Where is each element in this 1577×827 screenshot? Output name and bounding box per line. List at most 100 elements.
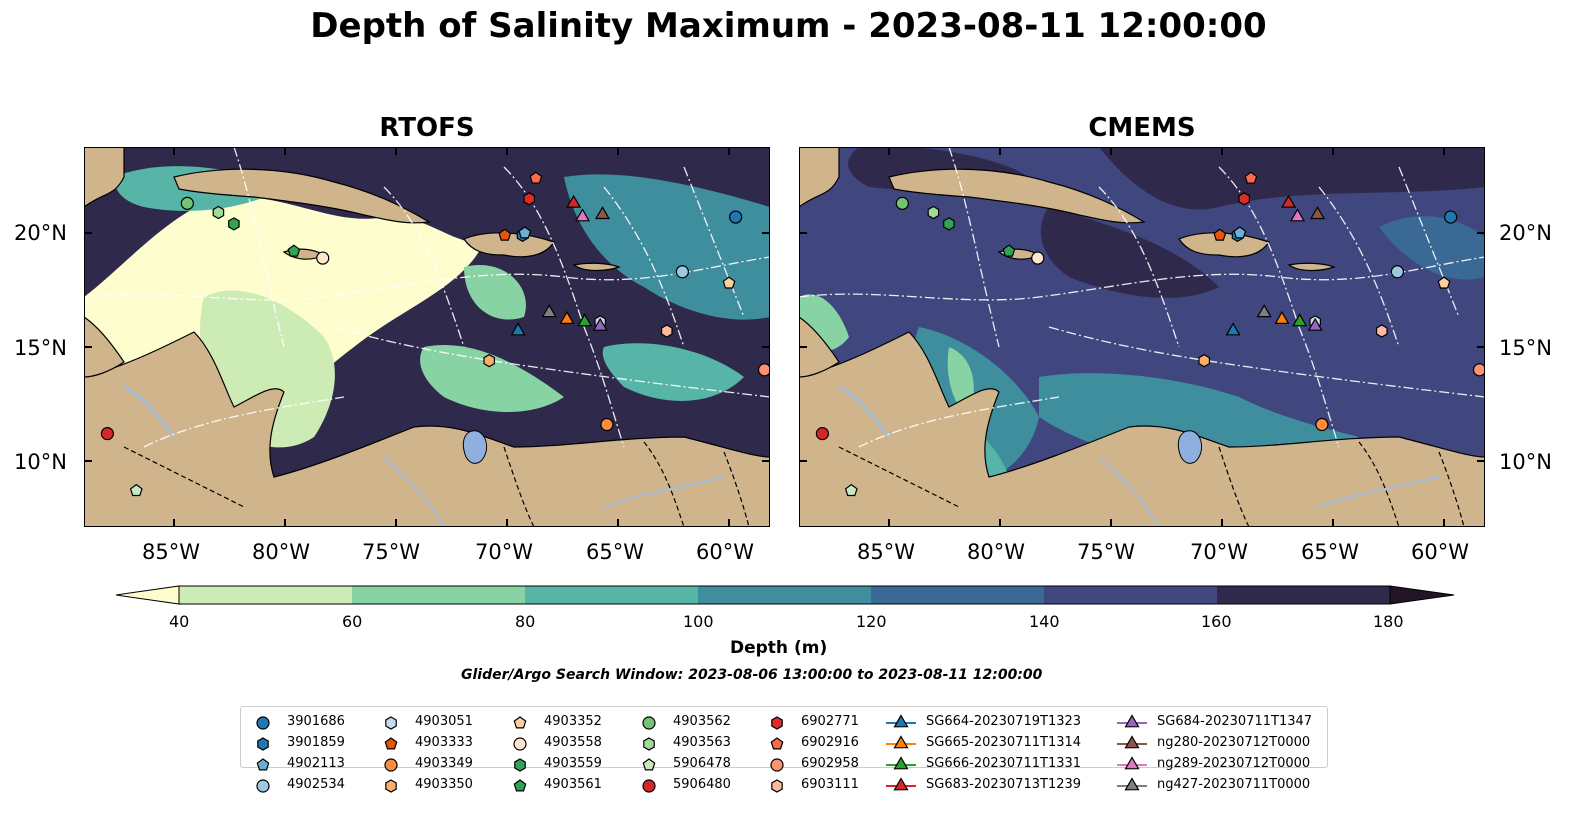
map-marker-4902113 bbox=[518, 226, 532, 239]
figure-title: Depth of Salinity Maximum - 2023-08-11 1… bbox=[310, 6, 1267, 46]
colorbar-segment bbox=[871, 586, 1044, 604]
legend-marker bbox=[384, 737, 398, 750]
legend-label: 6902771 bbox=[801, 714, 859, 729]
legend-marker bbox=[643, 737, 655, 751]
colorbar-segment bbox=[179, 586, 352, 604]
legend-label: 5906480 bbox=[673, 777, 731, 792]
colorbar-tick-label: 80 bbox=[515, 612, 536, 631]
map-marker-4903559 bbox=[228, 217, 240, 231]
map-marker-4903562 bbox=[180, 196, 194, 210]
map-marker-6902958 bbox=[757, 363, 770, 377]
legend-label: 6902916 bbox=[801, 735, 859, 750]
country-border bbox=[123, 441, 750, 527]
lon-tick-label: 80°W bbox=[967, 540, 1025, 564]
map-marker-6902771 bbox=[1238, 192, 1250, 206]
legend-label: ng289-20230712T0000 bbox=[1157, 756, 1311, 771]
river bbox=[1098, 456, 1440, 527]
map-marker-3901686 bbox=[1444, 210, 1458, 224]
lat-tick-label: 20°N bbox=[1499, 221, 1552, 245]
colorbar-segment bbox=[1044, 586, 1217, 604]
map-marker-ng289-20230712T0000 bbox=[1289, 208, 1306, 222]
map-marker-6902916 bbox=[1244, 171, 1258, 184]
lat-tick-label: 20°N bbox=[14, 221, 67, 245]
legend-label: 4902534 bbox=[287, 777, 345, 792]
legend-marker bbox=[513, 737, 527, 751]
map-marker-4903561 bbox=[287, 244, 301, 257]
map-marker-5906480 bbox=[100, 427, 114, 441]
legend-label: SG684-20230711T1347 bbox=[1157, 714, 1313, 729]
map-marker-4902534 bbox=[1390, 265, 1404, 279]
map-marker-5906478 bbox=[129, 483, 143, 497]
honduras-coast-land bbox=[799, 316, 840, 378]
map-marker-4903350 bbox=[483, 354, 495, 368]
lake-maracaibo bbox=[462, 430, 488, 464]
lon-tick-label: 75°W bbox=[1077, 540, 1135, 564]
lon-tick-label: 60°W bbox=[696, 540, 754, 564]
depth-contour bbox=[602, 343, 744, 401]
legend-marker bbox=[1124, 756, 1140, 770]
legend-label: 4903349 bbox=[415, 756, 473, 771]
legend-label: SG665-20230711T1314 bbox=[926, 735, 1082, 750]
legend-marker bbox=[770, 758, 784, 772]
map-marker-SG665-20230711T1314 bbox=[559, 310, 575, 324]
mexico-land bbox=[84, 147, 125, 208]
legend-label: 4902113 bbox=[287, 756, 345, 771]
lake-nicaragua bbox=[838, 385, 891, 438]
colorbar-tick-label: 40 bbox=[169, 612, 190, 631]
legend-label: ng427-20230711T0000 bbox=[1157, 777, 1311, 792]
lat-tick-label: 15°N bbox=[1499, 336, 1552, 360]
map-marker-4903333 bbox=[498, 228, 512, 241]
map-frame bbox=[799, 147, 1485, 527]
legend-label: 6902958 bbox=[801, 756, 859, 771]
cuba-land bbox=[888, 168, 1146, 224]
eddy-contour-lines bbox=[84, 147, 770, 448]
lon-tick-label: 80°W bbox=[252, 540, 310, 564]
colorbar-segment bbox=[352, 586, 525, 604]
legend-label: 4903559 bbox=[544, 756, 602, 771]
map-marker-4903352 bbox=[722, 276, 736, 289]
lat-tick-label: 10°N bbox=[14, 450, 67, 474]
map-marker-6902916 bbox=[529, 171, 543, 184]
map-marker-4903561 bbox=[1002, 244, 1016, 257]
map-marker-4903563 bbox=[212, 205, 225, 220]
map-marker-SG683-20230713T1239 bbox=[566, 194, 582, 208]
map-marker-4903350 bbox=[1198, 354, 1210, 368]
colorbar-tick-label: 160 bbox=[1201, 612, 1232, 631]
legend-label: 4903352 bbox=[544, 714, 602, 729]
depth-contour bbox=[464, 265, 526, 320]
map-marker-4903349 bbox=[1315, 417, 1329, 432]
lon-tick-label: 65°W bbox=[1301, 540, 1359, 564]
legend-label: 3901859 bbox=[287, 735, 345, 750]
map-marker-SG666-20230711T1331 bbox=[577, 313, 593, 327]
depth-contour bbox=[1379, 216, 1485, 280]
legend-marker bbox=[256, 716, 270, 730]
legend-label: 4903051 bbox=[415, 714, 473, 729]
legend-label: SG683-20230713T1239 bbox=[926, 777, 1082, 792]
colorbar-tick-label: 100 bbox=[683, 612, 714, 631]
colorbar-label: Depth (m) bbox=[730, 638, 828, 658]
colorbar-frame bbox=[178, 585, 1391, 605]
lake-maracaibo bbox=[1177, 430, 1203, 464]
map-marker-6903111 bbox=[660, 324, 673, 338]
lon-tick-label: 75°W bbox=[362, 540, 420, 564]
legend-marker bbox=[893, 714, 909, 728]
lake-nicaragua bbox=[123, 385, 176, 438]
legend-label: 5906478 bbox=[673, 756, 731, 771]
map-marker-ng289-20230712T0000 bbox=[574, 208, 591, 222]
colorbar-segment bbox=[698, 586, 871, 604]
map-marker-4903558 bbox=[316, 251, 330, 265]
depth-contour bbox=[420, 345, 564, 412]
map-marker-SG666-20230711T1331 bbox=[1292, 313, 1308, 327]
panel-title-cmems: CMEMS bbox=[1088, 113, 1196, 143]
legend-label: 4903558 bbox=[544, 735, 602, 750]
country-border bbox=[838, 441, 1465, 527]
legend-label: 4903562 bbox=[673, 714, 731, 729]
legend-marker bbox=[893, 777, 909, 791]
legend-label: 6903111 bbox=[801, 777, 859, 792]
map-marker-4903333 bbox=[1213, 228, 1227, 241]
eddy-contour-lines bbox=[799, 147, 1485, 448]
map-frame bbox=[84, 147, 770, 527]
colorbar-extend-low bbox=[116, 585, 180, 605]
legend-marker bbox=[514, 758, 526, 772]
legend-marker bbox=[385, 716, 397, 730]
